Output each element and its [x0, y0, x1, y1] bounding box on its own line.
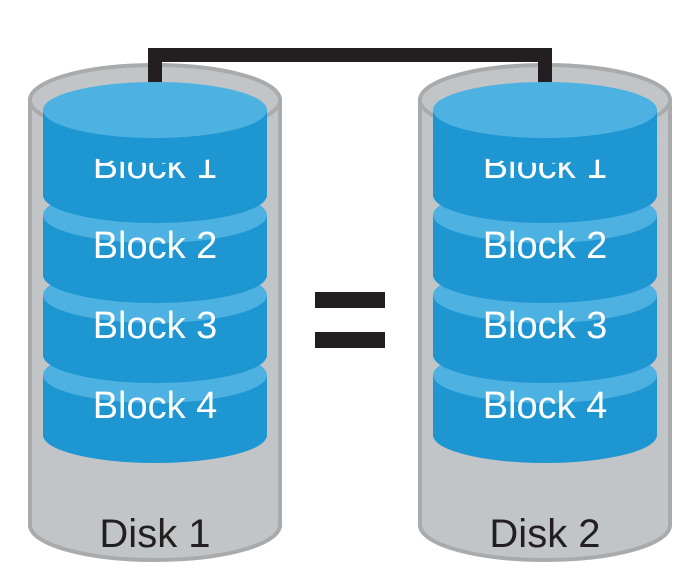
block-label: Block 3 — [483, 305, 608, 347]
block-label: Block 2 — [483, 225, 608, 267]
top-platter-top — [43, 82, 267, 138]
block-label: Block 4 — [93, 385, 218, 427]
top-platter-top — [433, 82, 657, 138]
block-label: Block 4 — [483, 385, 608, 427]
raid-mirror-diagram: Block 4Block 3Block 2Block 1Block 4Block… — [0, 0, 700, 582]
block-label: Block 3 — [93, 305, 218, 347]
disk-label: Disk 1 — [99, 512, 210, 556]
disk-label: Disk 2 — [489, 512, 600, 556]
block-label: Block 2 — [93, 225, 218, 267]
